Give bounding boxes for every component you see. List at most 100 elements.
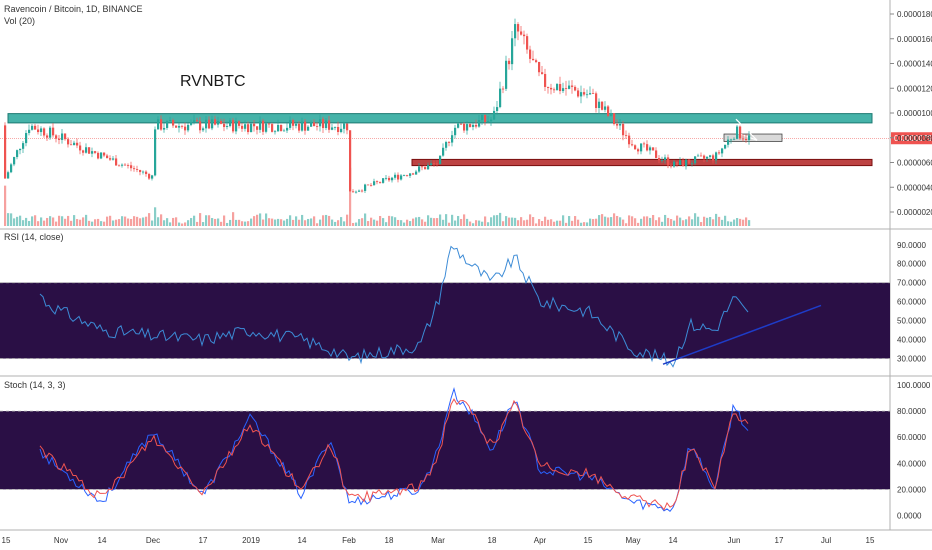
volume-bar — [49, 216, 52, 226]
volume-bar — [181, 223, 184, 226]
candle-body — [337, 126, 340, 133]
volume-bar — [682, 220, 685, 226]
volume-bar — [643, 216, 646, 226]
candle-body — [298, 123, 301, 131]
volume-bar — [547, 219, 550, 226]
candles — [4, 18, 751, 194]
candle-body — [193, 120, 196, 123]
volume-bar — [346, 214, 349, 226]
volume-bar — [655, 220, 658, 226]
candle-body — [460, 123, 463, 125]
candle-body — [310, 122, 313, 127]
volume-bar — [124, 216, 127, 226]
pennant-line — [725, 128, 758, 141]
candle-body — [403, 175, 406, 177]
volume-bar — [4, 185, 7, 226]
volume-bar — [304, 220, 307, 226]
volume-bar — [16, 216, 19, 226]
volume-bar — [319, 219, 322, 226]
time-tick-label: 18 — [385, 536, 394, 545]
candle-body — [487, 121, 490, 123]
candle-body — [367, 184, 370, 186]
candle-body — [595, 93, 598, 108]
volume-bar — [391, 216, 394, 226]
volume-bar — [745, 217, 748, 226]
candle-body — [373, 181, 376, 186]
candle-body — [313, 122, 316, 127]
candle-body — [625, 135, 628, 137]
volume-bar — [523, 220, 526, 226]
volume-bar — [421, 219, 424, 226]
candle-body — [448, 142, 451, 143]
volume-bar — [601, 214, 604, 226]
candle-body — [436, 163, 439, 165]
candle-body — [64, 133, 67, 140]
volume-bar — [469, 221, 472, 226]
volume-bar — [160, 214, 163, 226]
time-tick-label: 14 — [98, 536, 107, 545]
candle-body — [442, 147, 445, 156]
volume-bar — [652, 215, 655, 226]
volume-bar — [403, 222, 406, 226]
volume-bar — [490, 217, 493, 226]
candle-body — [262, 120, 265, 132]
volume-bar — [331, 219, 334, 226]
stoch-tick-label: 0.0000 — [897, 511, 922, 520]
time-tick-label: 2019 — [242, 536, 260, 545]
volume-bar — [337, 220, 340, 226]
volume-bar — [397, 219, 400, 226]
volume-bar — [748, 220, 751, 226]
candle-body — [220, 121, 223, 124]
volume-bar — [52, 217, 55, 226]
price-tick-label: 0.00001000 — [897, 109, 932, 118]
volume-bar — [127, 218, 130, 226]
volume-bar — [481, 221, 484, 226]
volume-bar — [484, 216, 487, 226]
candle-body — [31, 125, 34, 130]
candle-body — [145, 171, 148, 175]
volume-bar — [265, 213, 268, 226]
volume-bar — [550, 219, 553, 226]
candle-body — [94, 151, 97, 153]
candle-body — [148, 174, 151, 179]
volume-bar — [622, 219, 625, 226]
candle-body — [412, 173, 415, 175]
candle-body — [100, 152, 103, 159]
volume-bar — [193, 215, 196, 226]
candle-body — [259, 120, 262, 130]
volume-bar — [571, 220, 574, 226]
volume-bar — [451, 214, 454, 226]
time-tick-label: Jul — [821, 536, 831, 545]
candle-body — [445, 142, 448, 148]
volume-bar — [76, 219, 79, 226]
candle-body — [283, 130, 286, 132]
candle-body — [655, 150, 658, 158]
volume-bar — [430, 217, 433, 226]
volume-bar — [565, 222, 568, 226]
time-axis[interactable]: 15 Nov 14 Dec 17 2019 14 Feb 18 Mar 18 Apr 15 May 14 Ju… — [2, 536, 875, 545]
volume-bar — [43, 220, 46, 226]
time-tick-label: 17 — [775, 536, 784, 545]
candle-body — [43, 128, 46, 136]
candle-body — [121, 164, 124, 166]
volume-bar — [535, 223, 538, 226]
volume-bar — [373, 219, 376, 226]
candle-body — [82, 150, 85, 153]
volume-bar — [163, 220, 166, 226]
candle-body — [271, 124, 274, 132]
candle-body — [172, 120, 175, 126]
candle-body — [664, 157, 667, 161]
volume-bar — [109, 215, 112, 226]
pennant-line — [735, 118, 758, 141]
stoch-line-k — [39, 386, 749, 513]
candle-body — [58, 138, 61, 140]
candle-body — [49, 127, 52, 138]
candle-body — [481, 115, 484, 121]
volume-bar — [208, 215, 211, 226]
volume-bar — [634, 218, 637, 226]
volume-bar — [586, 222, 589, 226]
candle-body — [706, 156, 709, 159]
volume-bar — [616, 215, 619, 226]
candle-body — [712, 155, 715, 161]
